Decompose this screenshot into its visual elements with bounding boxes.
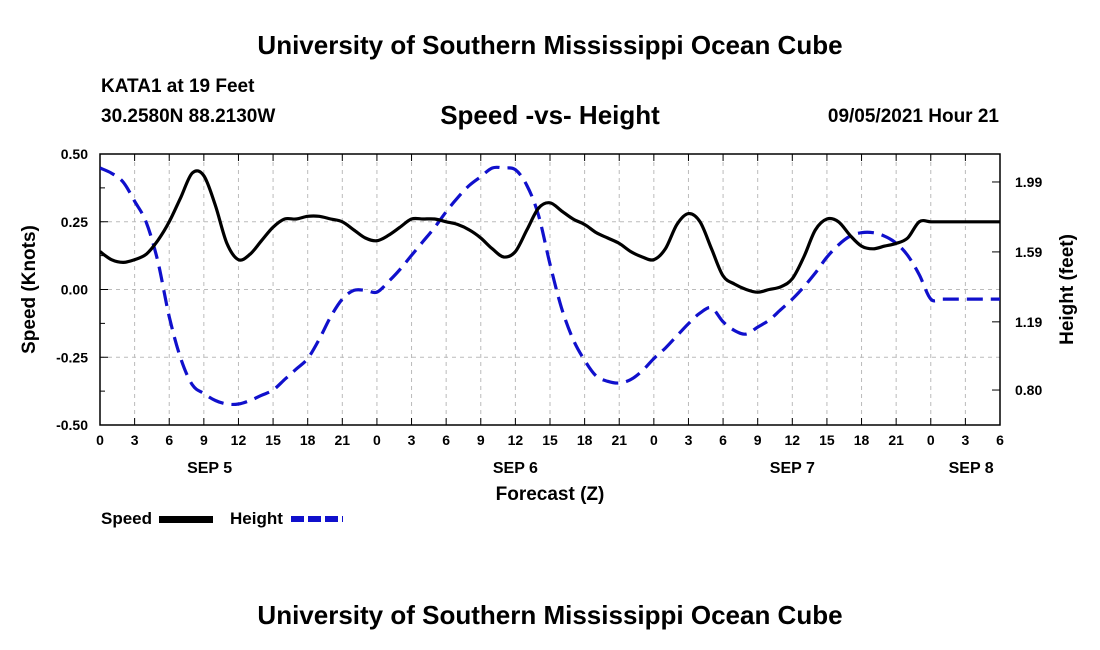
x-tick-label: 0 — [373, 432, 381, 448]
legend-speed-swatch — [159, 516, 213, 523]
station-coordinates: 30.2580N 88.2130W — [101, 106, 276, 127]
x-tick-label: 9 — [200, 432, 208, 448]
y-tick-label: 0.25 — [61, 214, 88, 230]
y2-tick-label: 1.19 — [1015, 314, 1042, 330]
legend-height-swatch — [291, 516, 343, 522]
speed-height-chart: 0 3 6 9 12 15 18 21 0 3 6 9 12 15 18 21 0 3 6 9 12 15 18 21 0 3 6S… — [19, 146, 1078, 505]
x-tick-label: 21 — [611, 432, 627, 448]
x-tick-label: 6 — [719, 432, 727, 448]
x-tick-label: 3 — [131, 432, 139, 448]
x-tick-label: 6 — [996, 432, 1004, 448]
x-tick-label: 15 — [819, 432, 835, 448]
forecast-timestamp: 09/05/2021 Hour 21 — [827, 106, 999, 127]
x-tick-label: 12 — [508, 432, 524, 448]
y2-axis-label: Height (feet) — [1057, 234, 1078, 345]
x-tick-label: 9 — [477, 432, 485, 448]
y-tick-label: 0.00 — [61, 282, 88, 298]
x-tick-label: 18 — [577, 432, 593, 448]
x-tick-label: 21 — [888, 432, 904, 448]
x-tick-label: 18 — [854, 432, 870, 448]
x-date-label: SEP 5 — [187, 460, 232, 477]
x-date-label: SEP 7 — [770, 460, 815, 477]
x-tick-label: 6 — [442, 432, 450, 448]
y-axis-label: Speed (Knots) — [19, 225, 40, 354]
x-date-label: SEP 8 — [949, 460, 994, 477]
x-tick-label: 15 — [542, 432, 558, 448]
x-tick-label: 18 — [300, 432, 316, 448]
page-title-bottom: University of Southern Mississippi Ocean… — [257, 600, 843, 630]
x-tick-label: 0 — [650, 432, 658, 448]
x-tick-label: 9 — [754, 432, 762, 448]
x-tick-label: 3 — [408, 432, 416, 448]
x-tick-label: 0 — [96, 432, 104, 448]
y-tick-label: -0.25 — [56, 349, 88, 365]
series-line-speed — [100, 169, 1000, 294]
x-tick-label: 12 — [231, 432, 247, 448]
x-axis-label: Forecast (Z) — [496, 484, 605, 505]
y-tick-label: -0.50 — [56, 417, 88, 433]
chart-title: Speed -vs- Height — [440, 100, 660, 130]
x-tick-label: 6 — [165, 432, 173, 448]
x-tick-label: 3 — [685, 432, 693, 448]
y-tick-label: 0.50 — [61, 146, 88, 162]
y2-tick-label: 0.80 — [1015, 382, 1042, 398]
x-tick-label: 0 — [927, 432, 935, 448]
x-tick-label: 21 — [335, 432, 351, 448]
station-name: KATA1 at 19 Feet — [101, 76, 255, 97]
y2-tick-label: 1.99 — [1015, 174, 1042, 190]
legend-height-label: Height — [230, 509, 283, 528]
page-title-top: University of Southern Mississippi Ocean… — [257, 30, 843, 60]
y2-tick-label: 1.59 — [1015, 244, 1042, 260]
x-date-label: SEP 6 — [493, 460, 538, 477]
x-tick-label: 12 — [785, 432, 801, 448]
x-tick-label: 3 — [961, 432, 969, 448]
x-tick-label: 15 — [265, 432, 281, 448]
legend-speed-label: Speed — [101, 509, 153, 528]
